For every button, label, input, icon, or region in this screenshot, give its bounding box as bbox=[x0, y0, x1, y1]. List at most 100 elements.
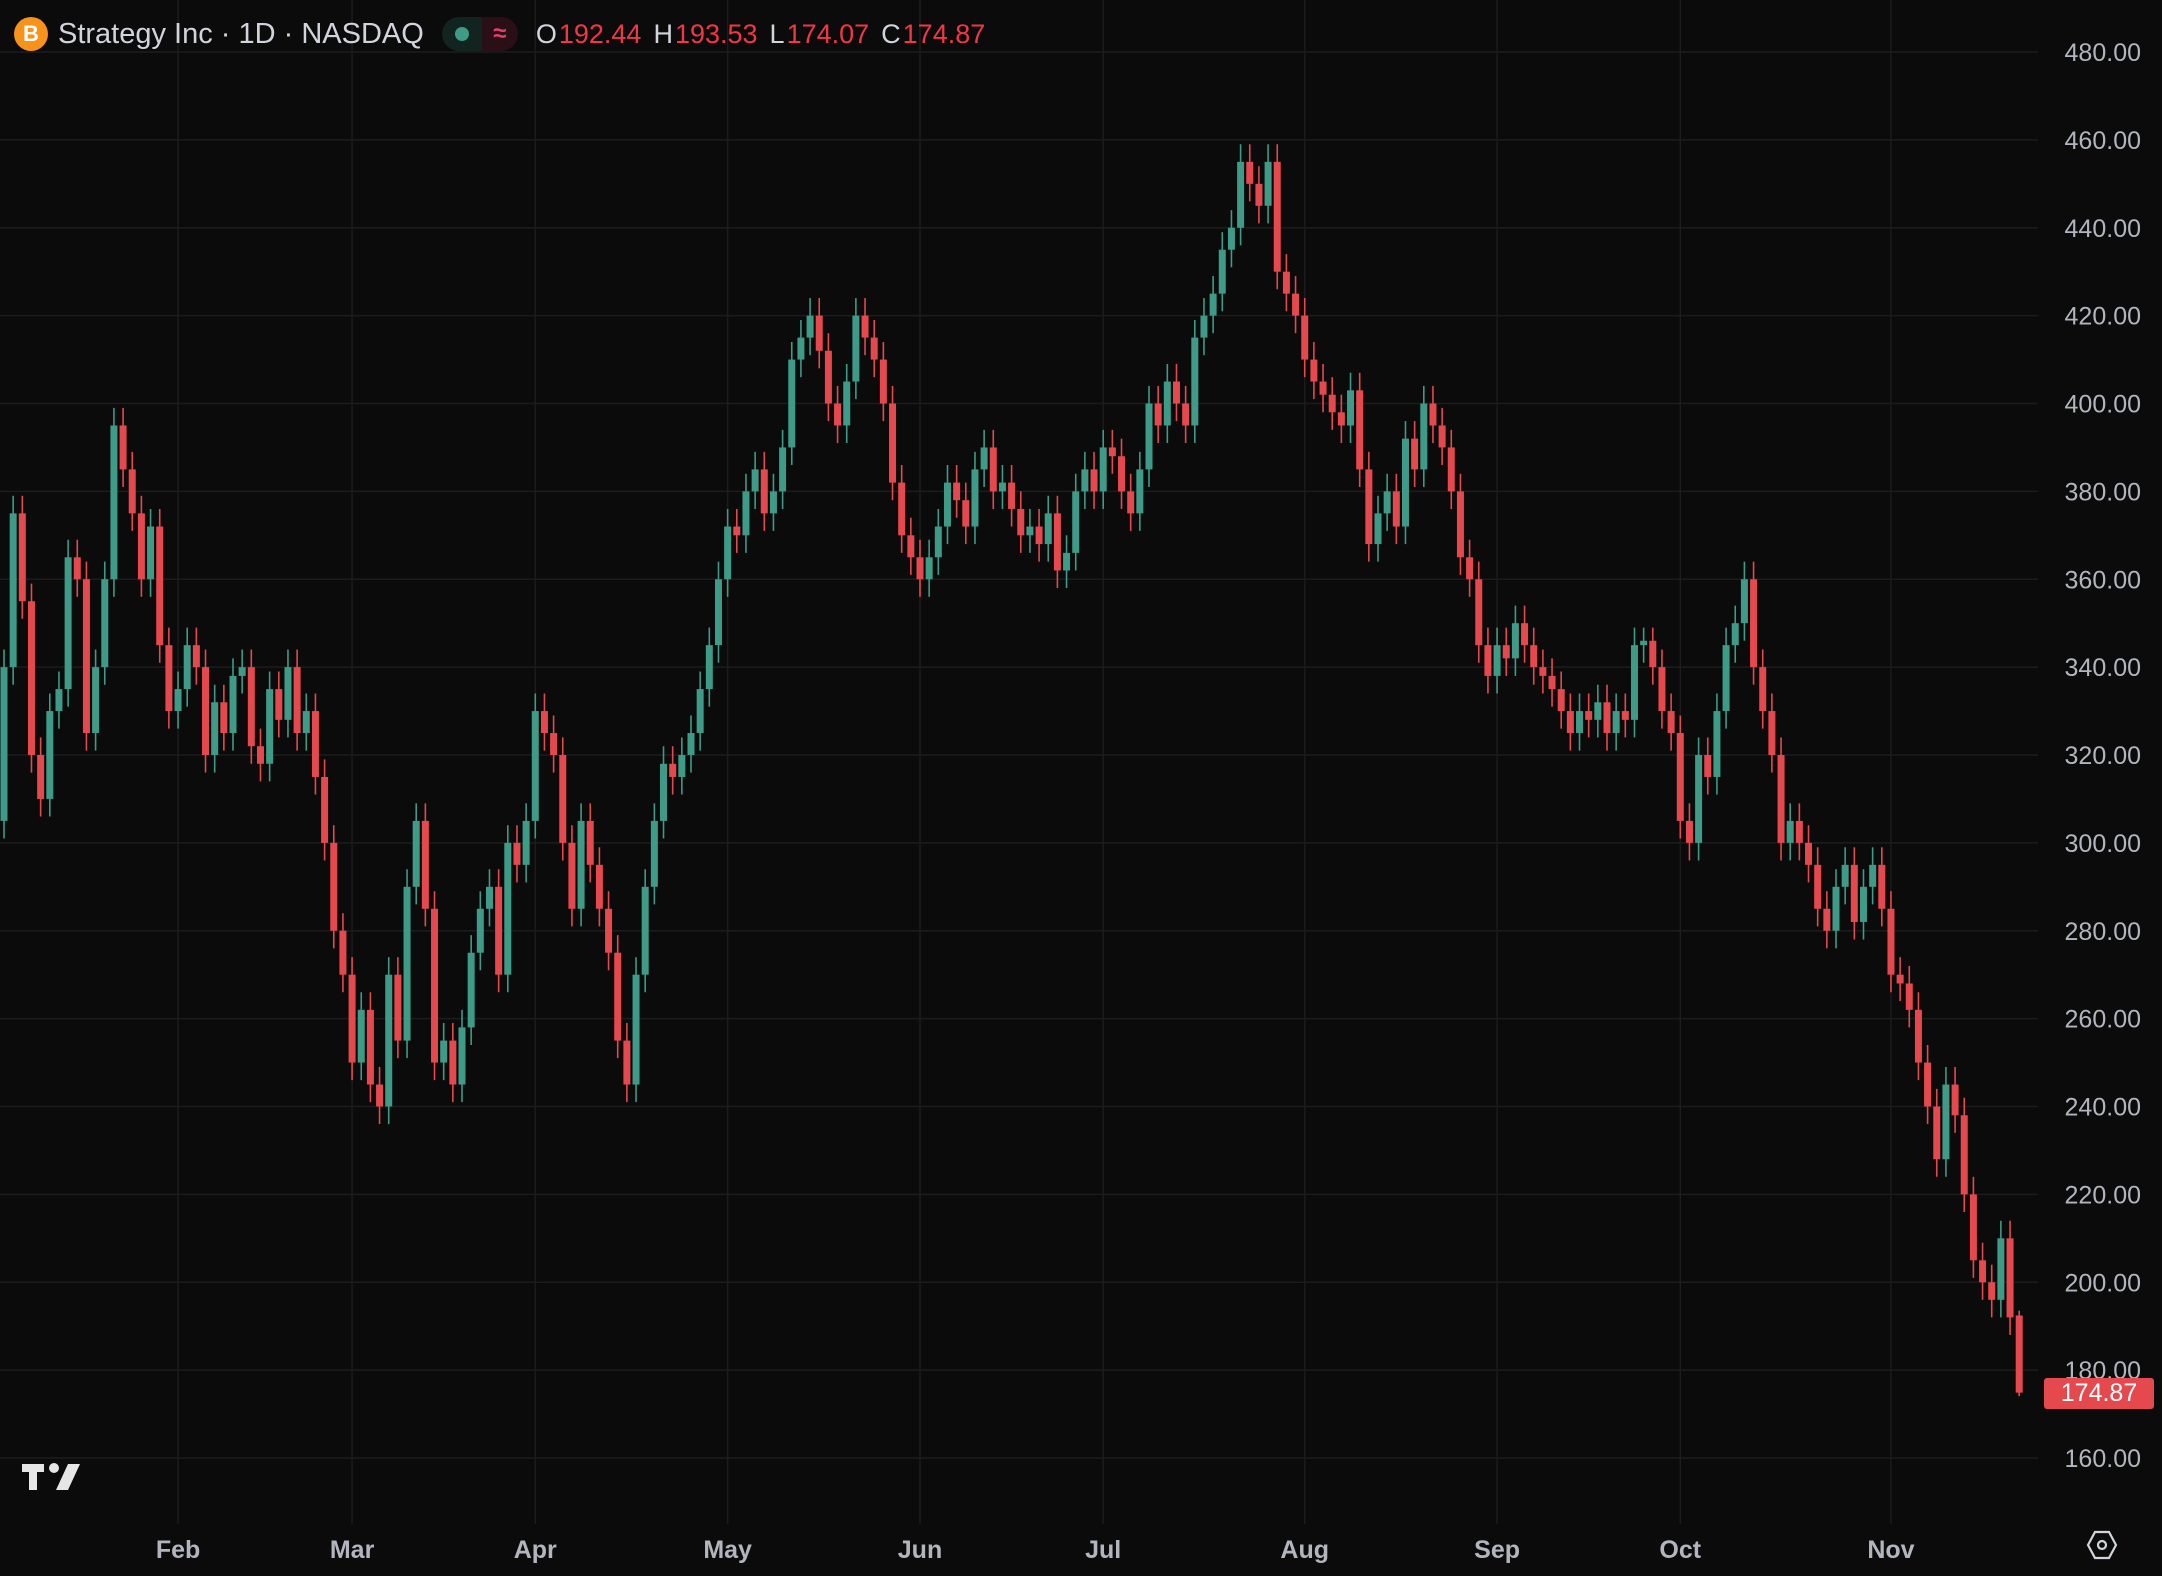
candle bbox=[440, 1023, 448, 1081]
candle bbox=[1447, 429, 1455, 509]
candle bbox=[220, 684, 228, 751]
candle-body bbox=[522, 820, 530, 865]
candle bbox=[678, 737, 686, 795]
time-axis[interactable]: Feb Mar Apr May Jun Jul Aug Sep Oct Nov bbox=[156, 1536, 1915, 1564]
candle bbox=[1594, 684, 1602, 738]
candle bbox=[1859, 869, 1867, 940]
candle bbox=[1374, 495, 1382, 562]
candle-body bbox=[797, 337, 805, 360]
candle bbox=[568, 825, 576, 927]
candle bbox=[485, 869, 493, 927]
y-tick-label: 240.00 bbox=[2065, 1094, 2141, 1122]
candle bbox=[540, 693, 548, 751]
candle-body bbox=[64, 557, 72, 690]
candle-body bbox=[1099, 447, 1107, 492]
candle-body bbox=[1374, 513, 1382, 545]
candle-body bbox=[980, 447, 988, 470]
candle bbox=[165, 627, 173, 729]
bitcoin-logo-icon: B bbox=[14, 17, 48, 51]
status-dot-icon bbox=[441, 17, 482, 51]
candle-body bbox=[440, 1040, 448, 1063]
candle-body bbox=[1218, 249, 1226, 294]
candle-body bbox=[714, 579, 722, 646]
x-tick-label: May bbox=[703, 1536, 752, 1564]
candle bbox=[889, 385, 897, 501]
candle-body bbox=[1713, 711, 1721, 777]
candle bbox=[843, 363, 851, 444]
candle bbox=[724, 508, 732, 597]
candle-body bbox=[898, 482, 906, 536]
candle bbox=[357, 992, 365, 1081]
candle-body bbox=[1878, 864, 1886, 909]
candle bbox=[321, 759, 329, 861]
candle-body bbox=[1154, 403, 1162, 426]
candle-body bbox=[779, 447, 787, 492]
candle bbox=[1951, 1066, 1959, 1133]
candle bbox=[1081, 451, 1089, 509]
candle-body bbox=[586, 820, 594, 865]
candle bbox=[824, 333, 832, 422]
candle bbox=[1685, 803, 1693, 861]
candle-body bbox=[339, 930, 347, 975]
tradingview-logo-icon[interactable] bbox=[20, 1460, 84, 1497]
candle-body bbox=[1191, 337, 1199, 426]
candle bbox=[522, 803, 530, 883]
candle-body bbox=[1832, 886, 1840, 931]
candle-body bbox=[1136, 469, 1144, 514]
candle-body bbox=[119, 425, 127, 470]
candle-body bbox=[238, 667, 246, 676]
candle-body bbox=[1063, 552, 1071, 571]
candle-body bbox=[1072, 491, 1080, 553]
candle bbox=[1411, 421, 1419, 487]
candle-body bbox=[1301, 315, 1309, 360]
candle-body bbox=[1347, 390, 1355, 426]
candle-body bbox=[1282, 271, 1290, 294]
candle-body bbox=[861, 315, 869, 338]
candle bbox=[714, 561, 722, 663]
candle bbox=[1264, 144, 1272, 224]
settings-hexagon-icon[interactable] bbox=[2086, 1530, 2118, 1565]
ohlc-values: O192.44 H193.53 L174.07 C174.87 bbox=[536, 19, 985, 50]
candle-body bbox=[1017, 508, 1025, 536]
candle-body bbox=[321, 776, 329, 843]
candle-body bbox=[1200, 315, 1208, 338]
candle-body bbox=[73, 557, 81, 580]
candle bbox=[128, 451, 136, 531]
candle bbox=[293, 649, 301, 751]
candle-body bbox=[641, 886, 649, 975]
candle bbox=[2006, 1220, 2014, 1335]
candle bbox=[1466, 539, 1474, 597]
candle-body bbox=[1841, 864, 1849, 887]
candle bbox=[55, 671, 63, 729]
candle bbox=[1878, 847, 1886, 927]
candle bbox=[1630, 627, 1638, 738]
candle-body bbox=[1942, 1084, 1950, 1160]
candle-body bbox=[1988, 1282, 1996, 1300]
candle bbox=[1401, 421, 1409, 545]
candle bbox=[641, 869, 649, 993]
candle bbox=[1017, 491, 1025, 553]
candle bbox=[330, 825, 338, 949]
status-indicator[interactable]: ≈ bbox=[441, 17, 518, 51]
candle bbox=[137, 495, 145, 597]
candle-body bbox=[1273, 161, 1281, 272]
candle bbox=[1209, 276, 1217, 334]
candle-body bbox=[687, 733, 695, 755]
candle-body bbox=[1887, 908, 1895, 975]
candle bbox=[1924, 1044, 1932, 1125]
candle-body bbox=[128, 469, 136, 514]
candle-body bbox=[1090, 469, 1098, 492]
candle bbox=[275, 671, 283, 738]
candle bbox=[1026, 508, 1034, 553]
candle-body bbox=[531, 711, 539, 821]
candle bbox=[1292, 276, 1300, 334]
x-tick-label: Oct bbox=[1659, 1536, 1701, 1564]
candle bbox=[348, 957, 356, 1081]
candle-body bbox=[311, 711, 319, 777]
candle bbox=[1163, 363, 1171, 444]
candle-body bbox=[1319, 381, 1327, 395]
symbol-title[interactable]: Strategy Inc · 1D · NASDAQ bbox=[58, 17, 424, 50]
x-tick-label: Nov bbox=[1867, 1536, 1914, 1564]
candle-body bbox=[1328, 394, 1336, 413]
